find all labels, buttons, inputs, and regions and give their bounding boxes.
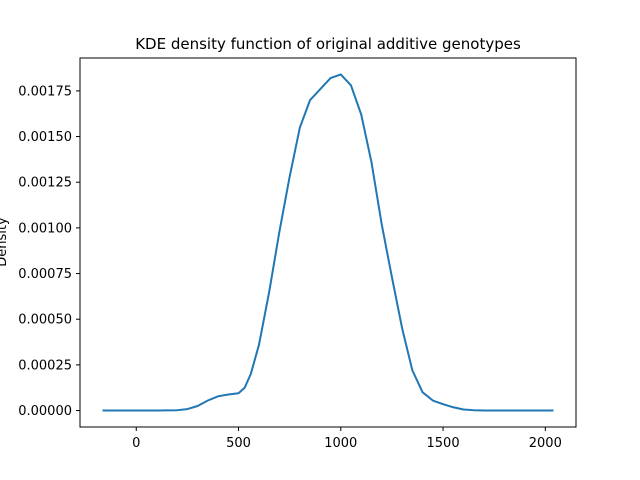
y-tick-label: 0.00175 [18, 84, 72, 99]
y-tick-label: 0.00075 [18, 267, 72, 282]
plot-area [80, 58, 576, 427]
y-tick-label: 0.00125 [18, 176, 72, 191]
chart-title: KDE density function of original additiv… [135, 35, 521, 53]
density-line-series-0 [102, 73, 554, 412]
x-tick-label: 1000 [324, 436, 357, 451]
y-tick-label: 0.00025 [18, 358, 72, 373]
x-tick-label: 2000 [529, 436, 562, 451]
y-axis: 0.00000 0.00025 0.00050 0.00075 0.00100 0.001… [18, 84, 80, 419]
y-tick-label: 0.00150 [18, 130, 72, 145]
y-axis-label: Density [0, 217, 10, 267]
x-tick-label: 0 [132, 436, 140, 451]
x-tick-label: 1500 [427, 436, 460, 451]
y-tick-label: 0.00050 [18, 313, 72, 328]
x-axis: 0 500 1000 1500 2000 [132, 427, 562, 451]
y-tick-label: 0.00000 [18, 404, 72, 419]
plot-background [80, 58, 576, 427]
plot-frame [79, 57, 577, 428]
y-tick-label: 0.00100 [18, 221, 72, 236]
x-tick-label: 500 [226, 436, 251, 451]
series-layer [102, 73, 554, 412]
